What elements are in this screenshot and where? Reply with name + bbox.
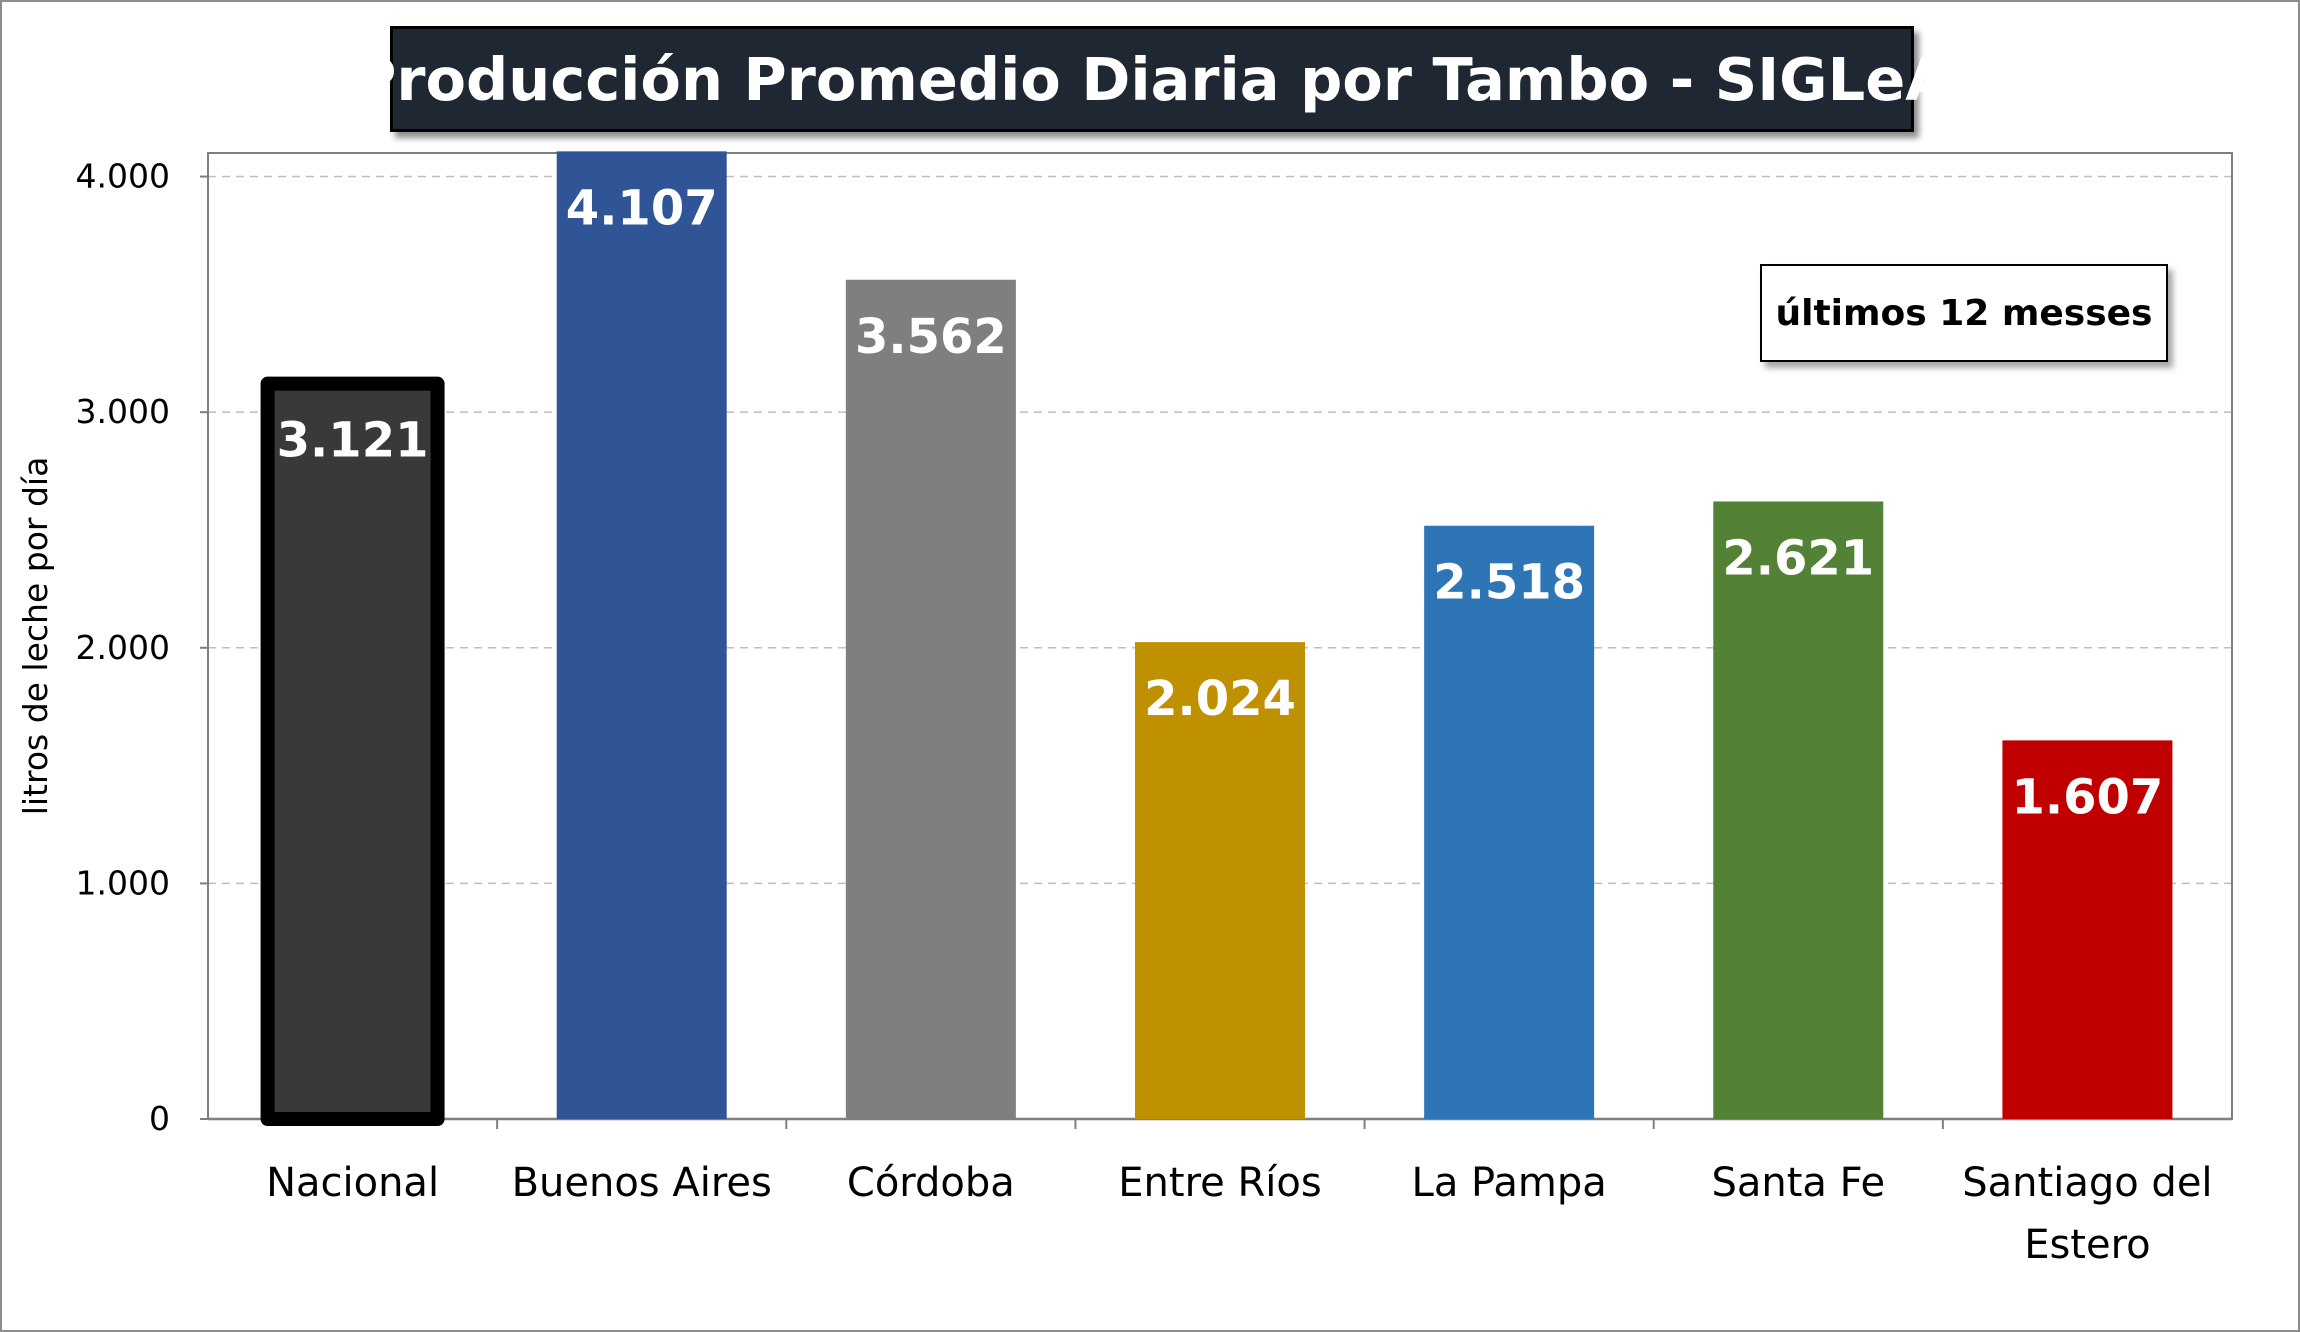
value-label: 2.518 <box>1433 555 1585 611</box>
value-label: 2.621 <box>1722 530 1874 586</box>
category-label: Entre Ríos <box>1118 1160 1321 1206</box>
y-tick-label: 0 <box>149 1099 170 1138</box>
y-tick-label: 2.000 <box>76 628 170 667</box>
period-badge: últimos 12 messes <box>1760 264 2168 362</box>
y-tick-label: 3.000 <box>76 392 170 431</box>
value-label: 4.107 <box>566 180 718 236</box>
bars <box>260 151 2173 1127</box>
value-label: 1.607 <box>2012 769 2164 825</box>
category-label: Estero <box>2024 1222 2150 1268</box>
bar-la-pampa <box>1424 525 1595 1119</box>
bar-santa-fe <box>1713 501 1884 1120</box>
y-axis-title: litros de leche por día <box>16 457 55 816</box>
chart-title: Producción Promedio Diaria por Tambo - S… <box>353 26 1951 132</box>
value-label: 2.024 <box>1144 671 1296 727</box>
category-label: La Pampa <box>1412 1160 1607 1206</box>
category-label: Santiago del <box>1962 1160 2212 1206</box>
category-label: Nacional <box>266 1160 439 1206</box>
category-label: Santa Fe <box>1711 1160 1885 1206</box>
category-label: Buenos Aires <box>512 1160 772 1206</box>
value-label: 3.562 <box>855 309 1007 365</box>
value-label: 3.121 <box>277 413 429 469</box>
bar-c-rdoba <box>845 279 1016 1119</box>
y-tick-label: 4.000 <box>76 157 170 196</box>
bar-santiago-del-estero <box>2002 740 2173 1119</box>
y-tick-label: 1.000 <box>76 863 170 902</box>
labels: 0 1.000 2.000 3.000 4.000 3.121 Nacional 4.107 B… <box>76 157 2213 1268</box>
bar-buenos-aires <box>556 151 727 1120</box>
bar-nacional <box>260 376 445 1127</box>
category-label: Córdoba <box>847 1160 1015 1206</box>
bar-entre-r-os <box>1135 642 1305 1119</box>
